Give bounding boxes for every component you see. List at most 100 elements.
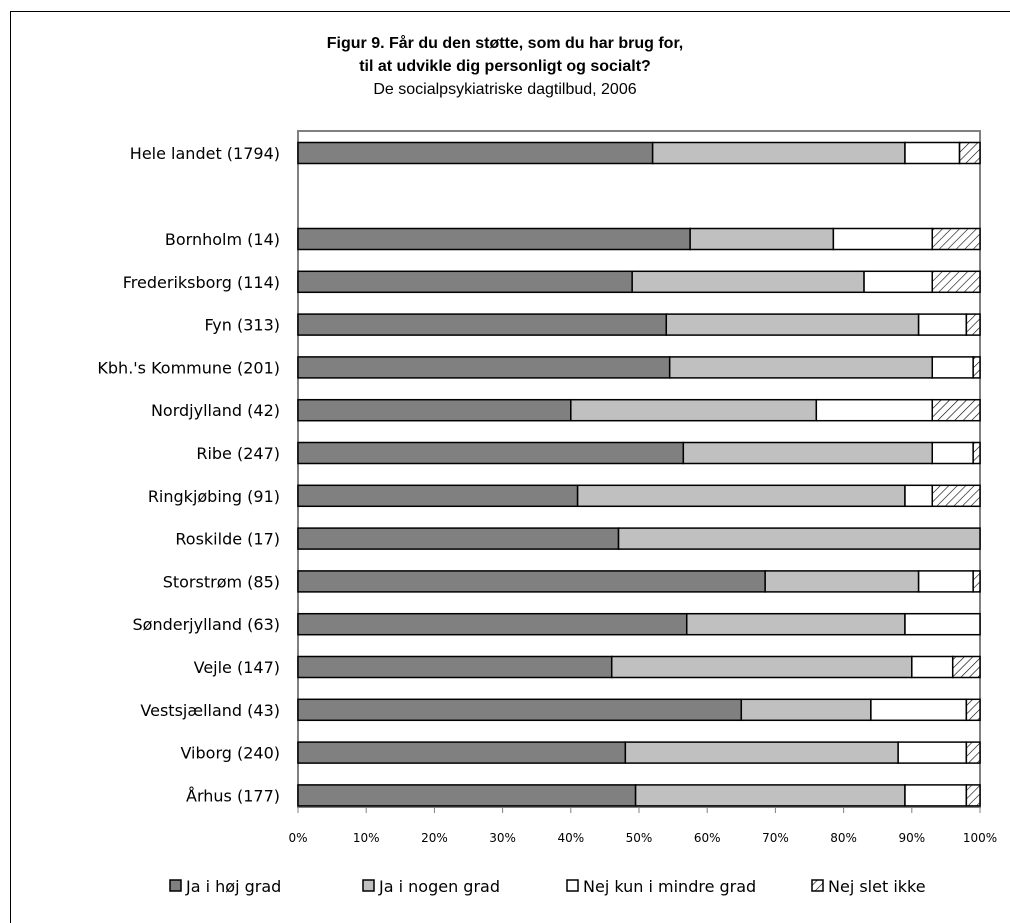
bar-segment: [297, 398, 572, 422]
bar-segment: [297, 698, 743, 722]
bar-segment: [297, 784, 637, 807]
x-tick-label: 0%: [288, 831, 307, 845]
bar-segment: [297, 270, 633, 294]
legend: Ja i høj grad Ja i nogen grad Nej kun i mi…: [169, 877, 926, 896]
bar-segment: [297, 441, 685, 465]
legend-label: Ja i nogen grad: [378, 877, 500, 896]
bar-segment: [931, 227, 981, 251]
category-label: Ribe (247): [196, 444, 280, 463]
bar-segment: [297, 570, 766, 593]
chart-frame: [10, 11, 1010, 923]
bar-segment: [689, 227, 835, 251]
bar-segment: [297, 141, 654, 165]
category-label: Hele landet (1794): [130, 144, 280, 163]
bar-segment: [610, 655, 913, 679]
bar-segment: [958, 141, 981, 165]
x-tick-label: 60%: [694, 831, 721, 845]
bar-segment: [965, 741, 981, 764]
bar-segment: [617, 527, 981, 550]
bar-segment: [931, 270, 981, 294]
category-label: Viborg (240): [180, 744, 280, 763]
bar-segment: [904, 784, 968, 807]
bar-segment: [931, 484, 981, 508]
bar-segment: [972, 356, 981, 379]
x-tick-label: 80%: [830, 831, 857, 845]
category-label: Ringkjøbing (91): [148, 487, 280, 506]
bar-segment: [740, 698, 872, 722]
bar-segment: [297, 484, 579, 508]
bar-segment: [624, 741, 899, 764]
x-tick-label: 70%: [762, 831, 789, 845]
x-axis-ticks: 0% 10% 20% 30% 40% 50% 60% 70% 80% 90% 100%: [288, 807, 997, 845]
legend-swatch: [566, 879, 579, 892]
bar-segment: [904, 484, 934, 508]
bar-segment: [911, 655, 954, 679]
legend-swatch: [362, 879, 375, 892]
category-label: Storstrøm (85): [163, 572, 280, 591]
x-tick-label: 100%: [963, 831, 997, 845]
bar-segment: [904, 612, 981, 636]
bar-segment: [972, 570, 981, 593]
x-tick-label: 90%: [898, 831, 925, 845]
bar-segment: [297, 227, 691, 251]
x-tick-label: 40%: [557, 831, 584, 845]
bar-segment: [634, 784, 906, 807]
category-label: Århus (177): [186, 786, 280, 805]
legend-swatch: [811, 879, 824, 892]
bar-segment: [631, 270, 865, 294]
bar-segment: [651, 141, 906, 165]
bar-segment: [863, 270, 934, 294]
bar-segment: [682, 441, 934, 465]
chart-subtitle: De socialpsykiatriske dagtilbud, 2006: [373, 81, 637, 98]
bar-segment: [972, 441, 981, 465]
chart-title-line2: til at udvikle dig personligt og socialt…: [359, 58, 651, 75]
category-label: Fyn (313): [205, 316, 280, 335]
category-label: Kbh.'s Kommune (201): [97, 358, 280, 377]
legend-label: Ja i høj grad: [185, 877, 281, 896]
bar-segment: [870, 698, 968, 722]
x-tick-label: 30%: [489, 831, 516, 845]
legend-label: Nej slet ikke: [828, 877, 926, 896]
x-tick-label: 10%: [353, 831, 380, 845]
bar-segment: [297, 356, 671, 379]
category-label: Vestsjælland (43): [140, 701, 280, 720]
category-label: Sønderjylland (63): [133, 615, 281, 634]
bars-group: [297, 141, 981, 807]
bar-segment: [570, 398, 818, 422]
legend-swatch: [169, 879, 182, 892]
bar-segment: [297, 612, 688, 636]
bar-segment: [297, 313, 668, 336]
bar-segment: [668, 356, 934, 379]
category-label: Bornholm (14): [165, 230, 280, 249]
bar-segment: [965, 698, 981, 722]
legend-label: Nej kun i mindre grad: [583, 877, 756, 896]
category-labels: Hele landet (1794) Bornholm (14) Frederiks…: [97, 144, 280, 805]
bar-segment: [917, 570, 974, 593]
bar-segment: [931, 441, 974, 465]
bar-segment: [904, 141, 961, 165]
bar-segment: [931, 356, 974, 379]
bar-segment: [965, 313, 981, 336]
category-label: Nordjylland (42): [151, 401, 280, 420]
bar-segment: [297, 655, 613, 679]
bar-segment: [931, 398, 981, 422]
category-label: Roskilde (17): [175, 530, 280, 549]
bar-segment: [897, 741, 968, 764]
bar-segment: [815, 398, 934, 422]
chart-title: Figur 9. Får du den støtte, som du har b…: [326, 35, 684, 52]
bar-segment: [297, 741, 627, 764]
x-tick-label: 20%: [421, 831, 448, 845]
bar-segment: [965, 784, 981, 807]
category-label: Frederiksborg (114): [123, 273, 280, 292]
bar-segment: [297, 527, 620, 550]
category-label: Vejle (147): [194, 658, 280, 677]
bar-segment: [951, 655, 981, 679]
x-tick-label: 50%: [626, 831, 653, 845]
bar-segment: [764, 570, 920, 593]
bar-segment: [832, 227, 934, 251]
bar-segment: [576, 484, 906, 508]
bar-segment: [685, 612, 906, 636]
bar-segment: [665, 313, 920, 336]
bar-segment: [917, 313, 968, 336]
